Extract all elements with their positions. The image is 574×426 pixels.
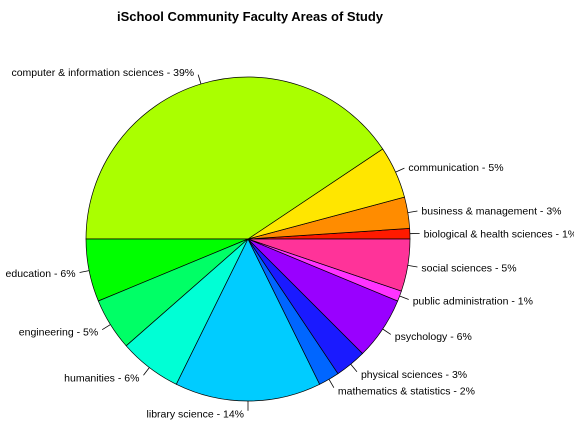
- slice-label-mathematics-statistics: mathematics & statistics - 2%: [338, 385, 475, 397]
- slice-label-humanities: humanities - 6%: [64, 373, 139, 385]
- slice-label-communication: communication - 5%: [408, 162, 503, 174]
- leader-line-public-administration: [399, 295, 409, 300]
- slice-label-education: education - 6%: [6, 268, 76, 280]
- leader-line-engineering: [101, 324, 111, 331]
- leader-line-business-management: [407, 210, 418, 214]
- slice-label-engineering: engineering - 5%: [19, 326, 98, 338]
- leader-line-mathematics-statistics: [328, 379, 335, 388]
- pie-slice-social-sciences: [247, 238, 411, 292]
- slice-label-computer-information-sciences: computer & information sciences - 39%: [11, 67, 194, 79]
- pie-labels: biological & health sciences - 1% busines…: [6, 67, 574, 421]
- slice-label-psychology: psychology - 6%: [395, 331, 472, 343]
- pie-slice-library-science: [175, 238, 321, 402]
- slice-label-physical-sciences: physical sciences - 3%: [361, 369, 467, 381]
- slice-label-public-administration: public administration - 1%: [413, 296, 533, 308]
- slice-label-biological-health-sciences: biological & health sciences - 1%: [424, 228, 574, 240]
- leader-line-social-sciences: [407, 264, 418, 268]
- leader-line-computer-information-sciences: [197, 74, 202, 85]
- leader-line-physical-sciences: [350, 363, 358, 372]
- chart-title: iSchool Community Faculty Areas of Study: [117, 9, 384, 24]
- pie-slice-computer-information-sciences: [85, 76, 384, 240]
- pie-slices: [85, 76, 411, 402]
- leader-line-communication: [395, 167, 405, 173]
- leader-line-psychology: [382, 328, 392, 335]
- leader-line-education: [79, 270, 90, 273]
- slice-label-social-sciences: social sciences - 5%: [421, 262, 516, 274]
- pie-leader-lines: [79, 74, 420, 411]
- slice-label-library-science: library science - 14%: [147, 409, 244, 421]
- leader-line-humanities: [143, 367, 150, 376]
- slice-label-business-management: business & management - 3%: [421, 206, 561, 218]
